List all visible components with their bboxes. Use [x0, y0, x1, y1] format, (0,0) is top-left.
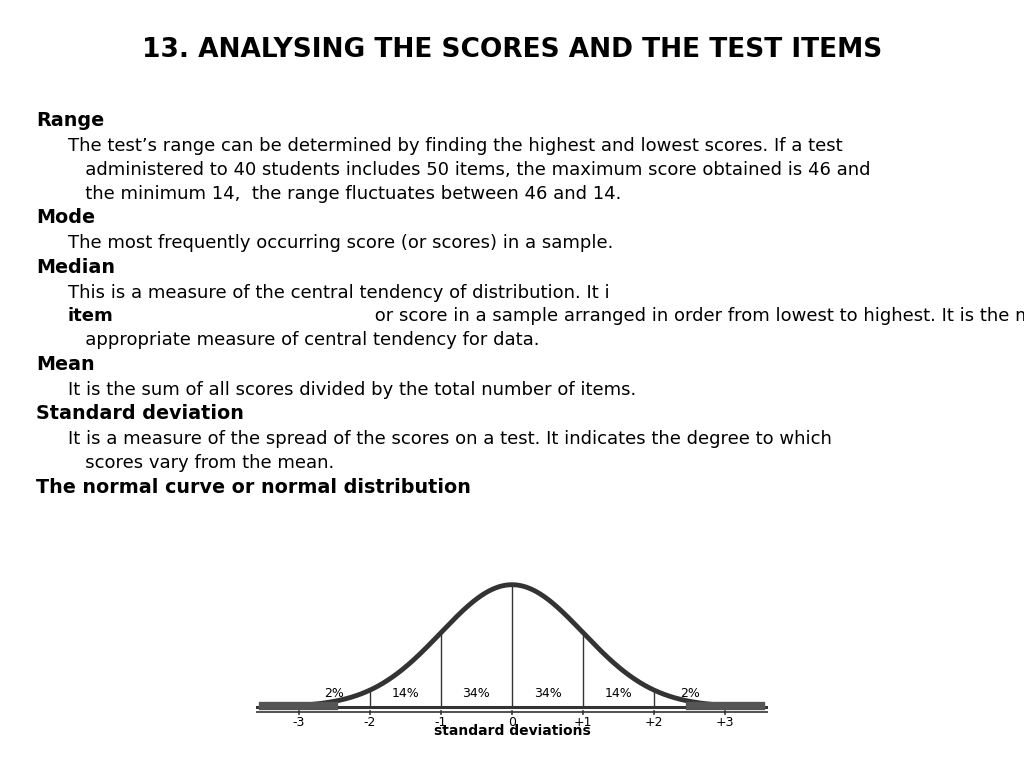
Text: 34%: 34%	[463, 687, 490, 700]
Text: The test’s range can be determined by finding the highest and lowest scores. If : The test’s range can be determined by fi…	[68, 137, 843, 155]
Text: +1: +1	[573, 716, 592, 729]
Text: appropriate measure of central tendency for data.: appropriate measure of central tendency …	[68, 331, 540, 349]
Text: 14%: 14%	[605, 687, 633, 700]
Text: Standard deviation: Standard deviation	[36, 404, 244, 423]
Text: Median: Median	[36, 258, 116, 276]
Text: standard deviations: standard deviations	[433, 724, 591, 739]
Text: It is a measure of the spread of the scores on a test. It indicates the degree t: It is a measure of the spread of the sco…	[68, 430, 831, 449]
Text: or score in a sample arranged in order from lowest to highest. It is the most: or score in a sample arranged in order f…	[370, 307, 1024, 326]
Text: Mean: Mean	[36, 355, 95, 374]
Text: +3: +3	[716, 716, 734, 729]
Text: Range: Range	[36, 111, 104, 131]
Text: It is the sum of all scores divided by the total number of items.: It is the sum of all scores divided by t…	[68, 381, 636, 399]
Text: 2%: 2%	[680, 687, 699, 700]
Text: -1: -1	[435, 716, 447, 729]
Text: item: item	[68, 307, 114, 326]
Text: 34%: 34%	[534, 687, 561, 700]
Text: 0: 0	[508, 716, 516, 729]
Text: scores vary from the mean.: scores vary from the mean.	[68, 454, 334, 472]
Text: 14%: 14%	[391, 687, 419, 700]
Text: 13. ANALYSING THE SCORES AND THE TEST ITEMS: 13. ANALYSING THE SCORES AND THE TEST IT…	[142, 38, 882, 64]
Text: +2: +2	[645, 716, 664, 729]
Text: the minimum 14,  the range fluctuates between 46 and 14.: the minimum 14, the range fluctuates bet…	[68, 184, 621, 203]
Text: administered to 40 students includes 50 items, the maximum score obtained is 46 : administered to 40 students includes 50 …	[68, 161, 870, 179]
Text: -3: -3	[293, 716, 305, 729]
Text: -2: -2	[364, 716, 376, 729]
Text: 2%: 2%	[325, 687, 344, 700]
Text: The most frequently occurring score (or scores) in a sample.: The most frequently occurring score (or …	[68, 234, 613, 252]
Text: Mode: Mode	[36, 208, 95, 227]
Text: This is a measure of the central tendency of distribution. It i: This is a measure of the central tendenc…	[68, 284, 609, 302]
Text: The normal curve or normal distribution: The normal curve or normal distribution	[36, 478, 471, 497]
